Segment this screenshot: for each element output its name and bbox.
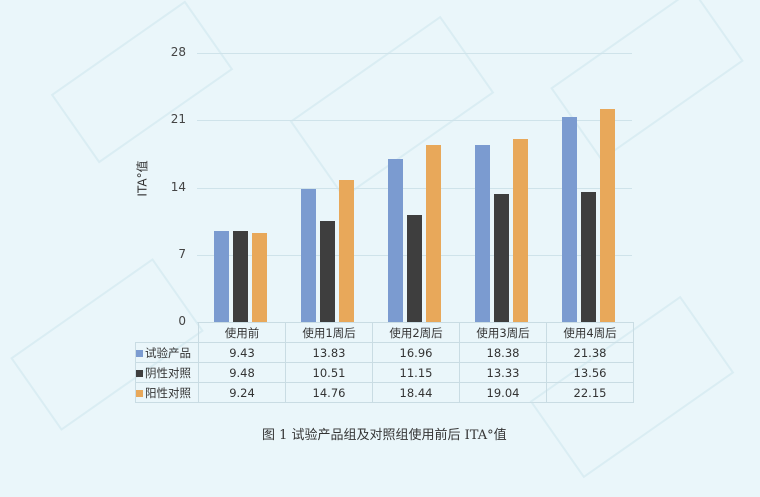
bar	[407, 214, 422, 322]
y-tick-label: 0	[178, 314, 186, 328]
category-label: 使用1周后	[285, 322, 373, 343]
bar	[581, 191, 596, 322]
table-cell: 13.83	[285, 342, 373, 363]
bar	[320, 221, 335, 322]
bar	[600, 109, 615, 322]
table-cell: 11.15	[372, 362, 460, 383]
bar	[214, 231, 229, 322]
legend-entry: 试验产品	[135, 342, 199, 363]
legend-swatch-icon	[136, 349, 143, 357]
gridline	[197, 53, 632, 54]
bar	[426, 144, 441, 322]
category-label: 使用前	[198, 322, 286, 343]
bar	[494, 193, 509, 322]
gridline	[197, 187, 632, 189]
table-cell: 21.38	[546, 342, 634, 363]
category-label: 使用4周后	[546, 322, 634, 343]
bar	[233, 230, 248, 322]
table-cell: 18.44	[372, 382, 460, 403]
legend-entry: 阳性对照	[135, 382, 199, 403]
table-cell: 13.33	[459, 362, 547, 383]
gridline	[197, 120, 632, 122]
y-tick-label: 28	[170, 45, 186, 59]
table-cell: 18.38	[459, 342, 547, 363]
table-cell: 22.15	[546, 382, 634, 403]
y-tick-label: 7	[178, 246, 186, 261]
table-row: 阴性对照 9.48 10.51 11.15 13.33 13.56	[135, 362, 634, 383]
bar	[301, 189, 316, 322]
table-row: 试验产品 9.43 13.83 16.96 18.38 21.38	[135, 342, 634, 363]
table-cell: 14.76	[285, 382, 373, 403]
table-cell: 19.04	[459, 382, 547, 403]
category-label: 使用2周后	[372, 322, 460, 343]
data-table: 使用前 使用1周后 使用2周后 使用3周后 使用4周后 试验产品 9.43 13.83 16.9…	[135, 322, 634, 403]
bar	[252, 233, 267, 322]
bar	[339, 180, 354, 322]
legend-swatch-icon	[136, 369, 143, 377]
y-tick-label: 14	[170, 179, 186, 194]
figure-caption: 图 1 试验产品组及对照组使用前后 ITA°值	[262, 428, 507, 443]
table-cell: 13.56	[546, 362, 634, 383]
category-label: 使用3周后	[459, 322, 547, 343]
bar	[475, 145, 490, 322]
y-axis-label: ITA°值	[135, 160, 150, 197]
table-cell: 9.43	[198, 342, 286, 363]
table-cell: 10.51	[285, 362, 373, 383]
table-cell: 9.24	[198, 382, 286, 403]
bar	[562, 116, 577, 322]
table-row: 阳性对照 9.24 14.76 18.44 19.04 22.15	[135, 382, 634, 403]
bar	[388, 159, 403, 322]
legend-entry: 阴性对照	[135, 362, 199, 383]
legend-swatch-icon	[136, 389, 143, 397]
y-tick-label: 21	[170, 112, 186, 127]
bar	[513, 139, 528, 322]
table-cell: 16.96	[372, 342, 460, 363]
table-cell: 9.48	[198, 362, 286, 383]
